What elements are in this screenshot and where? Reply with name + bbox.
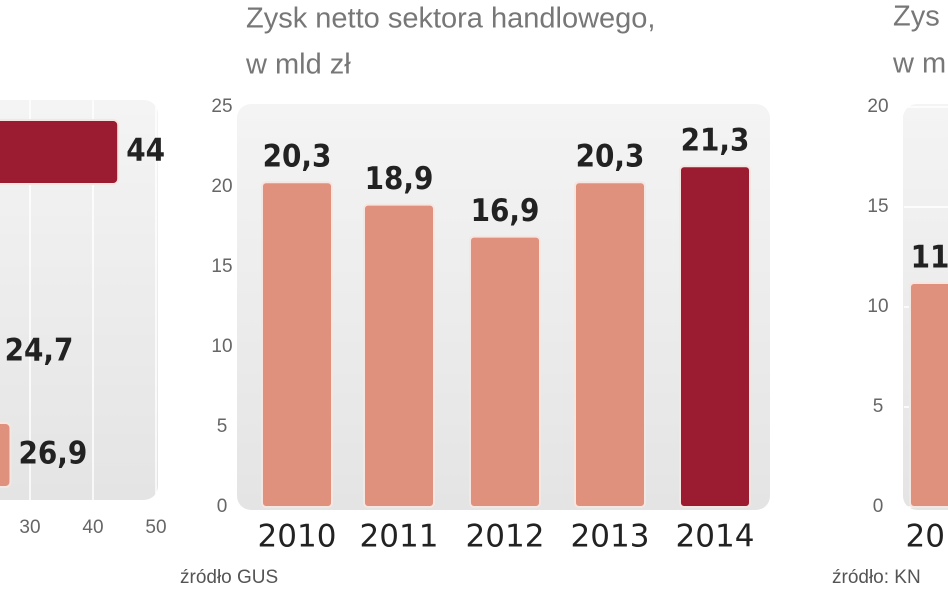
plot-background <box>0 100 158 500</box>
y-tick-label: 0 <box>217 496 228 517</box>
x-tick-label: 2014 <box>676 519 755 555</box>
value-label: 18,9 <box>365 161 434 197</box>
bar <box>469 235 541 508</box>
x-tick-label: 30 <box>19 517 40 538</box>
y-tick-label: 0 <box>873 496 884 517</box>
chart-title: w m <box>892 48 946 80</box>
value-label: 24,7 <box>5 333 74 369</box>
value-label: 16,9 <box>471 193 540 229</box>
bar <box>0 119 120 185</box>
x-tick-label: 40 <box>82 517 103 538</box>
value-label: 11,2 <box>911 240 948 276</box>
y-tick-label: 5 <box>873 396 884 417</box>
y-tick-label: 20 <box>867 96 888 117</box>
value-label: 21,3 <box>681 123 750 159</box>
x-tick-label: 2012 <box>466 519 545 555</box>
source: źródło: KN <box>832 567 921 588</box>
chart-title: Zysk netto sektora handlowego, <box>246 3 655 35</box>
y-tick-label: 10 <box>211 336 232 357</box>
source: źródło GUS <box>180 567 278 588</box>
value-label: 20,3 <box>263 139 332 175</box>
y-tick-label: 15 <box>867 196 888 217</box>
bar <box>679 165 751 508</box>
y-tick-label: 10 <box>867 296 888 317</box>
y-tick-label: 25 <box>211 96 232 117</box>
chart-title: Zys <box>893 1 940 33</box>
bar <box>0 422 12 488</box>
value-label: 26,9 <box>18 436 87 472</box>
value-label: 20,3 <box>576 139 645 175</box>
bar <box>363 203 435 508</box>
x-tick-label: 2010 <box>906 519 948 555</box>
y-tick-label: 5 <box>217 416 228 437</box>
x-tick-label: 2013 <box>571 519 650 555</box>
value-label: 44 <box>126 133 165 169</box>
x-tick-label: 2011 <box>360 519 439 555</box>
bar <box>574 181 646 508</box>
x-tick-label: 50 <box>145 517 166 538</box>
x-tick-label: 2010 <box>258 519 337 555</box>
chart-title: w mld zł <box>245 49 351 81</box>
y-tick-label: 20 <box>211 176 232 197</box>
bar <box>909 282 948 508</box>
y-tick-label: 15 <box>211 256 232 277</box>
bar <box>261 181 333 508</box>
